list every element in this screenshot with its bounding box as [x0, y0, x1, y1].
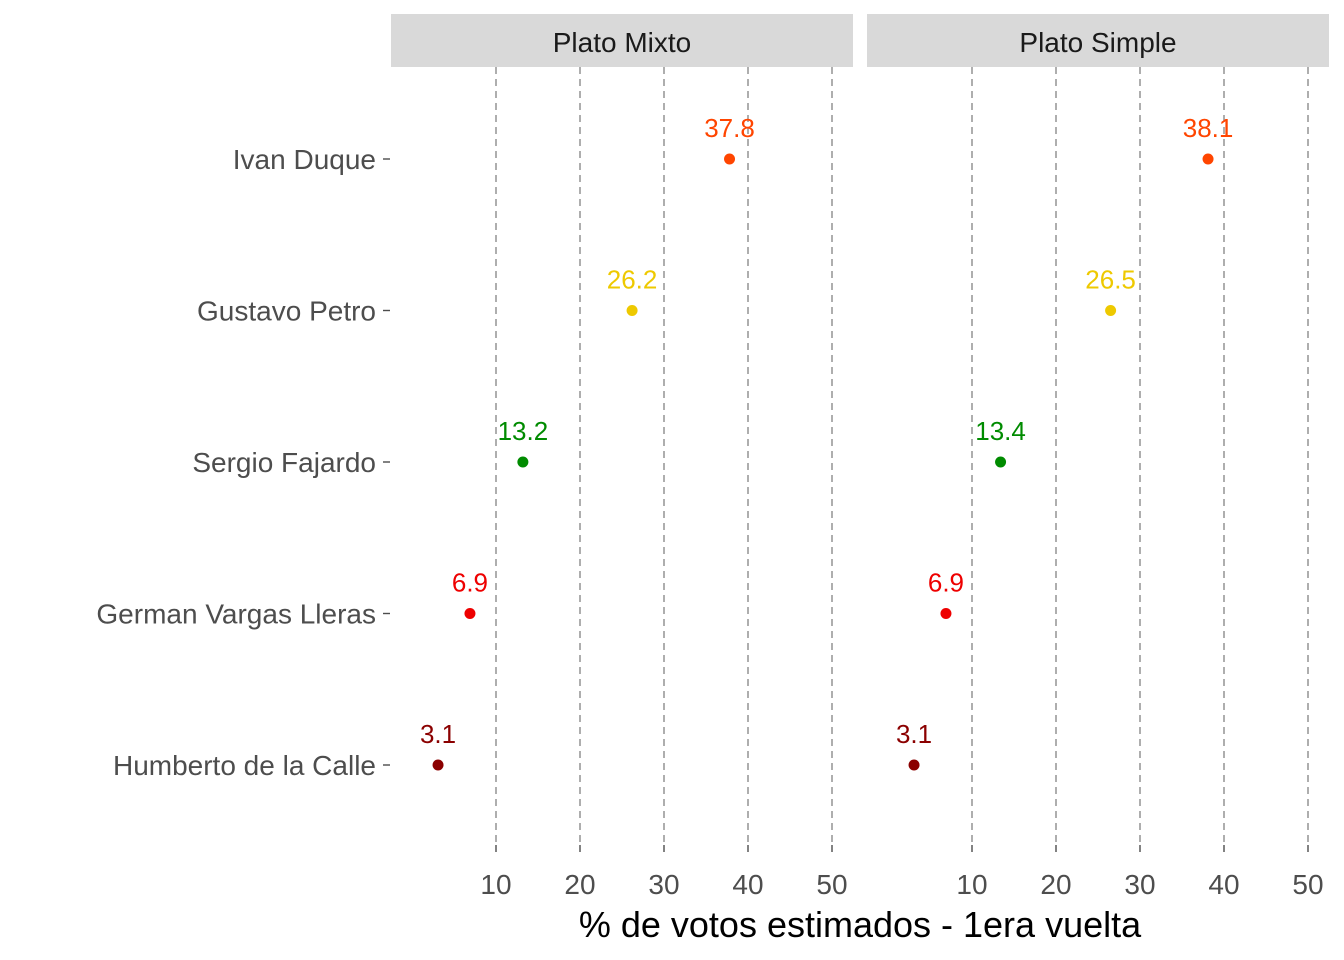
y-tick-label-gustavo-petro: Gustavo Petro: [197, 296, 376, 327]
x-tick-label: 50: [816, 869, 847, 900]
data-label-humberto-de-la-calle: 3.1: [420, 719, 456, 749]
data-label-ivan-duque: 37.8: [704, 113, 755, 143]
data-point-gustavo-petro: [1105, 305, 1117, 316]
data-point-humberto-de-la-calle: [908, 759, 920, 771]
data-point-humberto-de-la-calle: [432, 759, 444, 771]
y-tick-label-german-vargas-lleras: German Vargas Lleras: [96, 599, 376, 630]
x-tick-label: 10: [956, 869, 987, 900]
y-axis: Ivan Duque Gustavo Petro Sergio Fajardo Ger…: [96, 144, 390, 781]
x-tick-label: 50: [1292, 869, 1323, 900]
data-point-sergio-fajardo: [995, 456, 1007, 468]
x-tick-label: 30: [1124, 869, 1155, 900]
data-label-sergio-fajardo: 13.2: [498, 416, 549, 446]
data-label-humberto-de-la-calle: 3.1: [896, 719, 932, 749]
x-tick-label: 20: [1040, 869, 1071, 900]
x-tick-label: 40: [732, 869, 763, 900]
data-point-sergio-fajardo: [517, 456, 529, 468]
x-tick-label: 30: [648, 869, 679, 900]
data-label-german-vargas-lleras: 6.9: [928, 568, 964, 598]
panel-plato-mixto: Plato Mixto 10 20 30 40 50 37.8 26.2 13.2 6.9 3.1: [391, 14, 853, 900]
data-point-gustavo-petro: [626, 305, 638, 316]
y-tick-label-sergio-fajardo: Sergio Fajardo: [192, 447, 376, 478]
x-tick-label: 10: [480, 869, 511, 900]
panel-strip: [391, 14, 853, 67]
data-point-ivan-duque: [724, 153, 736, 165]
panel-strip: [867, 14, 1329, 67]
x-axis-title: % de votos estimados - 1era vuelta: [579, 904, 1142, 945]
y-tick-label-humberto-de-la-calle: Humberto de la Calle: [113, 750, 376, 781]
data-label-gustavo-petro: 26.2: [607, 265, 658, 295]
data-label-ivan-duque: 38.1: [1183, 113, 1234, 143]
x-tick-label: 40: [1208, 869, 1239, 900]
data-point-ivan-duque: [1202, 153, 1214, 165]
data-label-german-vargas-lleras: 6.9: [452, 568, 488, 598]
panel-title: Plato Simple: [1019, 27, 1176, 58]
data-point-german-vargas-lleras: [464, 608, 476, 619]
y-tick-label-ivan-duque: Ivan Duque: [233, 144, 376, 175]
x-tick-label: 20: [564, 869, 595, 900]
data-label-sergio-fajardo: 13.4: [975, 416, 1026, 446]
data-label-gustavo-petro: 26.5: [1085, 265, 1136, 295]
panel-title: Plato Mixto: [553, 27, 692, 58]
data-point-german-vargas-lleras: [940, 608, 952, 619]
panel-plato-simple: Plato Simple 10 20 30 40 50 38.1 26.5 13.4 6.9 3.1: [867, 14, 1329, 900]
